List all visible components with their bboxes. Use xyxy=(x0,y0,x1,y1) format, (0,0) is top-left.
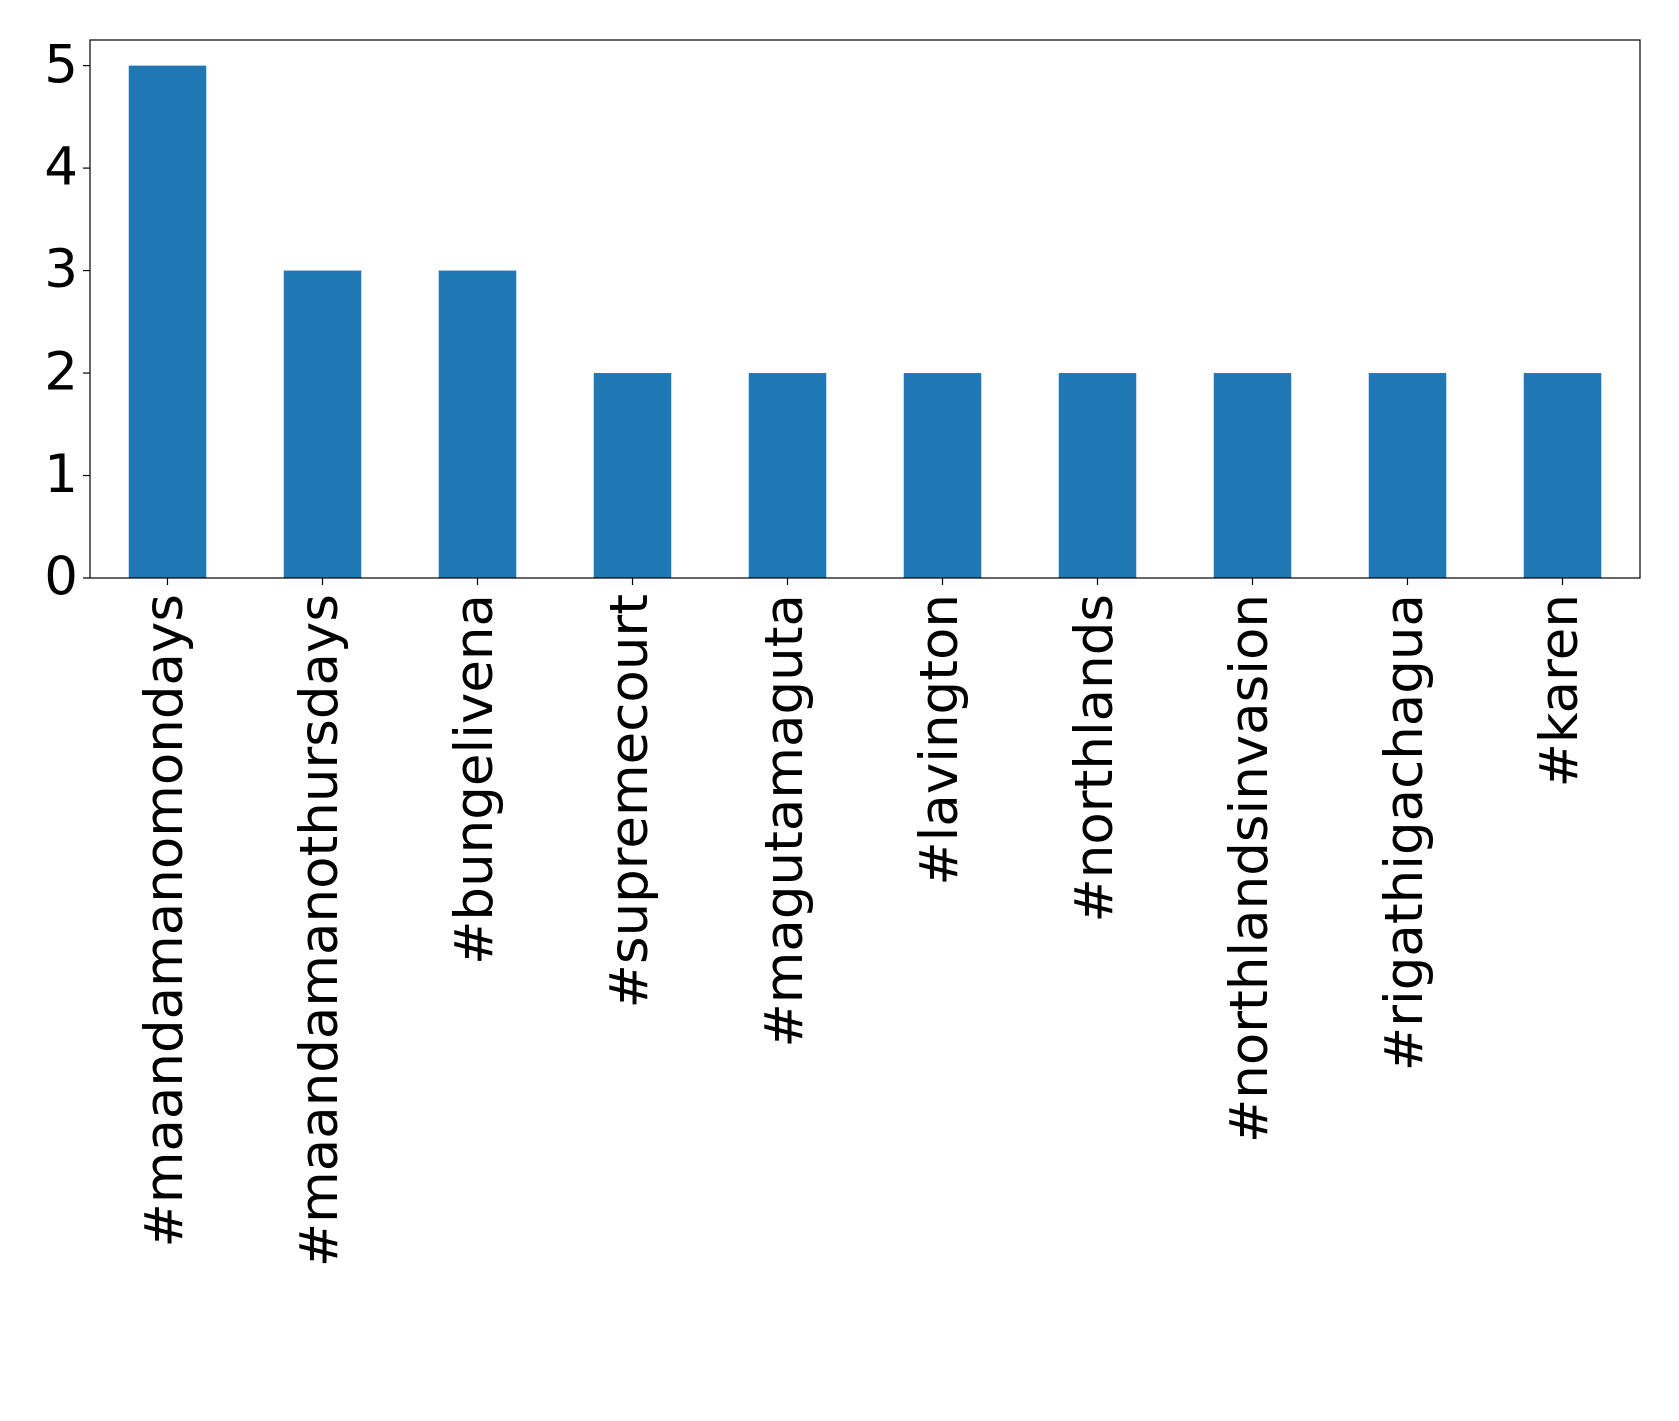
y-tick-label: 3 xyxy=(44,239,78,300)
x-tick-label: #supremecourt xyxy=(599,594,660,1008)
y-tick-label: 0 xyxy=(44,547,78,608)
x-tick-label: #maandamanothursdays xyxy=(289,594,350,1267)
y-tick-label: 1 xyxy=(44,444,78,505)
bar xyxy=(593,373,672,578)
bar xyxy=(283,270,362,578)
x-tick-label: #northlands xyxy=(1064,594,1125,923)
y-tick-label: 4 xyxy=(44,137,78,198)
y-tick-label: 2 xyxy=(44,342,78,403)
bar xyxy=(128,65,207,579)
y-tick-label: 5 xyxy=(44,34,78,95)
x-tick-label: #maandamanomondays xyxy=(134,594,195,1248)
bar xyxy=(1368,373,1447,578)
bar xyxy=(438,270,517,578)
bar xyxy=(1058,373,1137,578)
x-tick-label: #karen xyxy=(1529,594,1590,787)
x-tick-label: #lavington xyxy=(909,594,970,886)
bar xyxy=(903,373,982,578)
x-tick-label: #northlandsinvasion xyxy=(1219,594,1280,1143)
x-tick-label: #rigathigachagua xyxy=(1374,594,1435,1071)
x-tick-label: #magutamaguta xyxy=(754,594,815,1048)
bar xyxy=(1523,373,1602,578)
plot-frame xyxy=(89,39,1641,579)
bar xyxy=(1213,373,1292,578)
x-tick-label: #bungelivena xyxy=(444,594,505,965)
bar xyxy=(748,373,827,578)
